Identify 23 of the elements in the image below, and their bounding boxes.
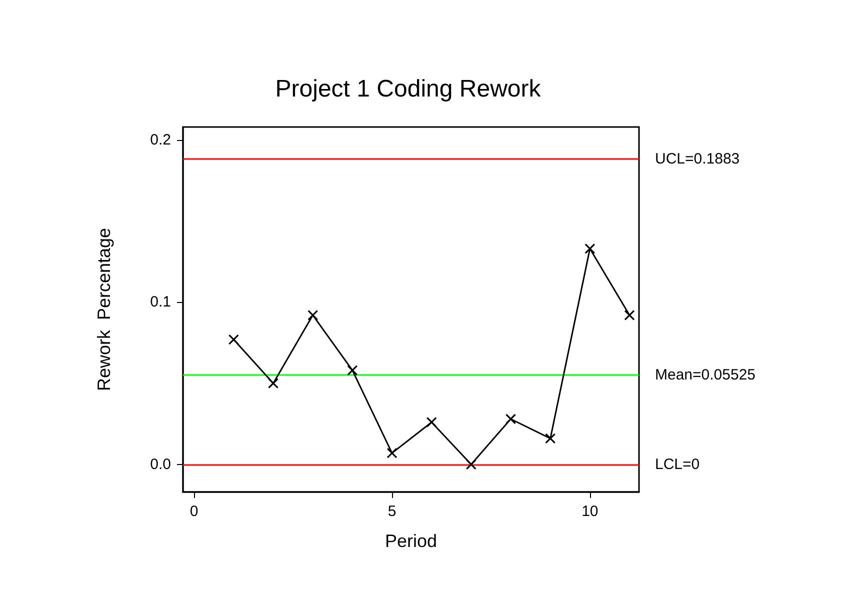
point — [624, 310, 635, 320]
point — [505, 414, 516, 424]
point — [228, 334, 239, 345]
y-tick-label: 0.2 — [150, 131, 171, 148]
point — [386, 448, 398, 458]
ref-line-label: UCL=0.1883 — [655, 150, 740, 168]
point — [466, 459, 476, 470]
y-tick-label: 0.0 — [150, 456, 171, 473]
y-tick-label: 0.1 — [150, 294, 171, 311]
ref-line-label: Mean=0.05525 — [655, 366, 756, 384]
point — [268, 378, 279, 389]
point — [308, 310, 318, 320]
x-axis-title: Period — [384, 531, 438, 551]
chart-title: Project 1 Coding Rework — [275, 76, 542, 102]
point — [426, 416, 437, 428]
ref-line-label: LCL=0 — [655, 456, 700, 473]
point — [545, 433, 556, 444]
x-tick-label: 5 — [388, 503, 396, 520]
point — [584, 243, 596, 254]
y-axis-title: Rework Percentage — [94, 228, 114, 392]
point — [347, 365, 358, 376]
x-tick-label: 0 — [190, 503, 198, 520]
x-tick-label: 10 — [582, 503, 598, 520]
